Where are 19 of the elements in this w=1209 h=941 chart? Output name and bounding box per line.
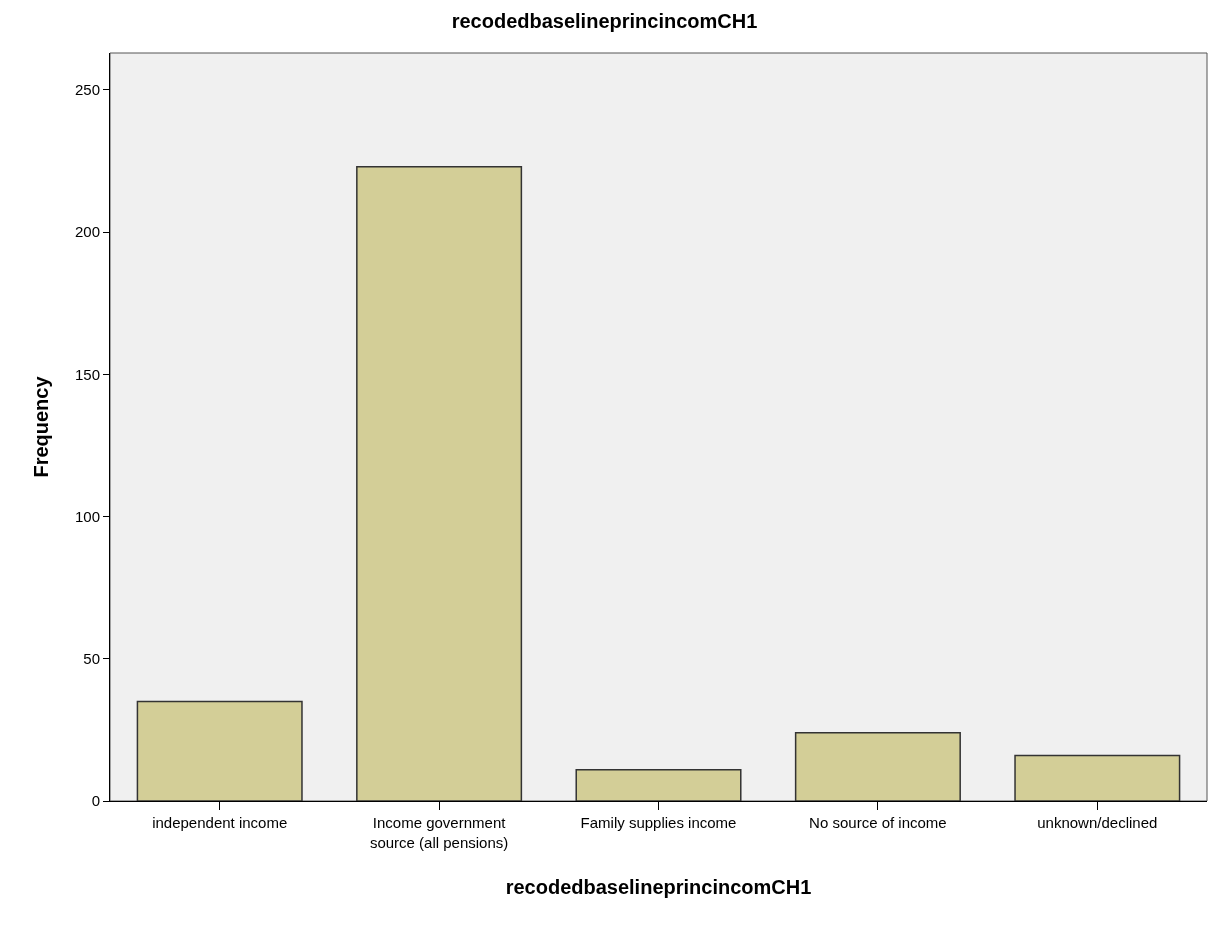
bar	[1014, 754, 1181, 801]
y-tick-label: 100	[74, 507, 100, 525]
y-tick-label: 200	[74, 223, 100, 241]
y-tick-label: 50	[83, 650, 100, 668]
bar	[794, 731, 961, 801]
x-axis-title: recodedbaselineprincincomCH1	[505, 876, 812, 898]
bar	[575, 768, 742, 801]
x-tick-label: unknown/declined	[1037, 814, 1158, 831]
y-axis-title: Frequency	[30, 375, 53, 478]
bar	[356, 166, 523, 801]
chart-title: recodedbaselineprincincomCH1	[451, 10, 758, 33]
y-tick-label: 250	[74, 81, 100, 99]
x-tick-label: independent income	[152, 814, 288, 831]
x-tick-label: No source of income	[809, 814, 947, 831]
x-tick-label: Family supplies income	[580, 814, 737, 831]
y-tick-label: 0	[91, 792, 100, 810]
y-tick-label: 150	[74, 365, 100, 383]
x-tick-label: Income government source (all pensions)	[369, 814, 509, 851]
bar	[136, 700, 303, 801]
